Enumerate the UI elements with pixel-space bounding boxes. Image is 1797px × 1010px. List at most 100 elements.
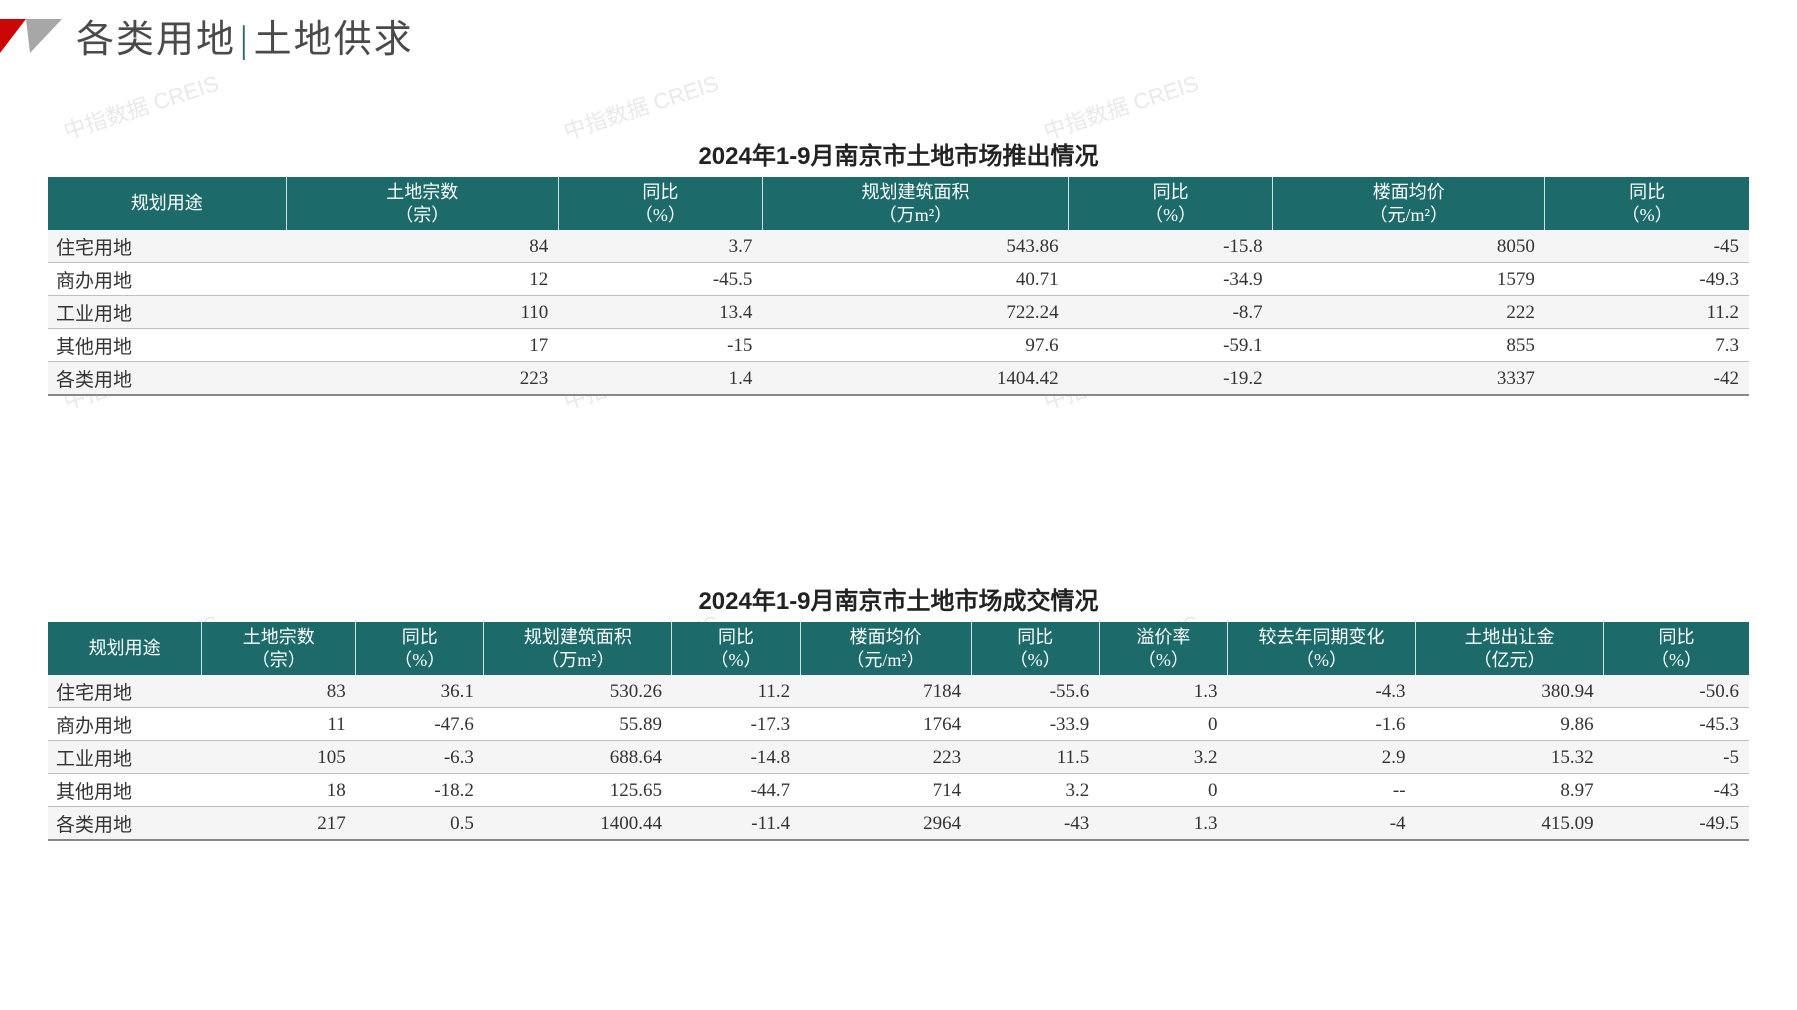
table2-row: 住宅用地8336.1530.2611.27184-55.61.3-4.3380.… [48,675,1749,708]
table1-cell: 855 [1273,329,1545,362]
table2-cell: 3.2 [971,774,1099,807]
table2-cell: 55.89 [484,708,672,741]
table2-row: 其他用地18-18.2125.65-44.77143.20--8.97-43 [48,774,1749,807]
table2-col-1: 土地宗数（宗） [202,622,356,675]
table2-cell: 415.09 [1416,807,1604,841]
table2-cell: -5 [1604,741,1749,774]
table2-cell: 1764 [800,708,971,741]
table2-cell: 11.2 [672,675,800,708]
table1-col-0: 规划用途 [48,177,286,230]
table1-cell: 12 [286,263,558,296]
table2-cell: -4 [1228,807,1416,841]
table2-cell: 3.2 [1099,741,1227,774]
table2-row: 商办用地11-47.655.89-17.31764-33.90-1.69.86-… [48,708,1749,741]
table2-cell: -17.3 [672,708,800,741]
table1-cell: 110 [286,296,558,329]
table2-cell: -45.3 [1604,708,1749,741]
table2-cell: -33.9 [971,708,1099,741]
table2-col-6: 同比（%） [971,622,1099,675]
table1-cell: -59.1 [1069,329,1273,362]
table1-cell: -15.8 [1069,230,1273,263]
table1-row-label: 各类用地 [48,362,286,396]
table2-cell: -- [1228,774,1416,807]
table1: 规划用途土地宗数（宗）同比（%）规划建筑面积（万m²）同比（%）楼面均价（元/m… [48,177,1749,396]
table2-col-9: 土地出让金（亿元） [1416,622,1604,675]
table2-cell: -44.7 [672,774,800,807]
table2-cell: 0 [1099,774,1227,807]
table1-cell: 223 [286,362,558,396]
table2-cell: 11.5 [971,741,1099,774]
table2-cell: 105 [202,741,356,774]
table1-cell: 1.4 [558,362,762,396]
table2-cell: -49.5 [1604,807,1749,841]
table1-row-label: 其他用地 [48,329,286,362]
table1-cell: -8.7 [1069,296,1273,329]
table1-cell: 3337 [1273,362,1545,396]
table2-cell: 0 [1099,708,1227,741]
table1-cell: 3.7 [558,230,762,263]
table2-col-3: 规划建筑面积（万m²） [484,622,672,675]
table2-cell: 7184 [800,675,971,708]
table2-cell: 36.1 [356,675,484,708]
table1-cell: -45 [1545,230,1749,263]
table2-col-0: 规划用途 [48,622,202,675]
table2-cell: 0.5 [356,807,484,841]
table1-cell: 13.4 [558,296,762,329]
table2-cell: -43 [1604,774,1749,807]
table2-cell: -4.3 [1228,675,1416,708]
table2-cell: 217 [202,807,356,841]
table2-cell: 11 [202,708,356,741]
table1-cell: -34.9 [1069,263,1273,296]
table2-cell: -55.6 [971,675,1099,708]
table2-cell: -1.6 [1228,708,1416,741]
table1-col-4: 同比（%） [1069,177,1273,230]
table2-row: 工业用地105-6.3688.64-14.822311.53.22.915.32… [48,741,1749,774]
table1-cell: 17 [286,329,558,362]
table2-cell: -14.8 [672,741,800,774]
table1-cell: 543.86 [762,230,1068,263]
page-header: 各类用地|土地供求 [0,0,1797,81]
table2-col-2: 同比（%） [356,622,484,675]
table1-cell: -19.2 [1069,362,1273,396]
table2-row: 各类用地2170.51400.44-11.42964-431.3-4415.09… [48,807,1749,841]
table2-cell: 125.65 [484,774,672,807]
table2-col-4: 同比（%） [672,622,800,675]
table1-row: 工业用地11013.4722.24-8.722211.2 [48,296,1749,329]
table2-cell: 223 [800,741,971,774]
logo-icon [0,19,62,53]
table2-cell: 1.3 [1099,807,1227,841]
table2-cell: 1.3 [1099,675,1227,708]
table1-cell: -42 [1545,362,1749,396]
table2-cell: -18.2 [356,774,484,807]
table1-title: 2024年1-9月南京市土地市场推出情况 [0,136,1797,171]
table2-cell: 18 [202,774,356,807]
table2-row-label: 工业用地 [48,741,202,774]
table1-cell: -15 [558,329,762,362]
table2-cell: -43 [971,807,1099,841]
table1-cell: 7.3 [1545,329,1749,362]
table1-row: 住宅用地843.7543.86-15.88050-45 [48,230,1749,263]
table2-title: 2024年1-9月南京市土地市场成交情况 [0,581,1797,616]
table1-cell: 1404.42 [762,362,1068,396]
table1-row-label: 工业用地 [48,296,286,329]
table1-row-label: 商办用地 [48,263,286,296]
table1-col-2: 同比（%） [558,177,762,230]
table1-cell: 1579 [1273,263,1545,296]
table2-cell: -11.4 [672,807,800,841]
title-left: 各类用地 [76,19,236,61]
table1-col-3: 规划建筑面积（万m²） [762,177,1068,230]
table2: 规划用途土地宗数（宗）同比（%）规划建筑面积（万m²）同比（%）楼面均价（元/m… [48,622,1749,841]
table1-col-5: 楼面均价（元/m²） [1273,177,1545,230]
table2-cell: -6.3 [356,741,484,774]
table1-cell: 722.24 [762,296,1068,329]
table2-col-8: 较去年同期变化（%） [1228,622,1416,675]
table2-col-10: 同比（%） [1604,622,1749,675]
table2-cell: 2.9 [1228,741,1416,774]
table2-cell: -47.6 [356,708,484,741]
table1-cell: -45.5 [558,263,762,296]
table2-cell: 380.94 [1416,675,1604,708]
table1-cell: 222 [1273,296,1545,329]
table1-cell: 84 [286,230,558,263]
table1-row: 其他用地17-1597.6-59.18557.3 [48,329,1749,362]
table2-col-5: 楼面均价（元/m²） [800,622,971,675]
